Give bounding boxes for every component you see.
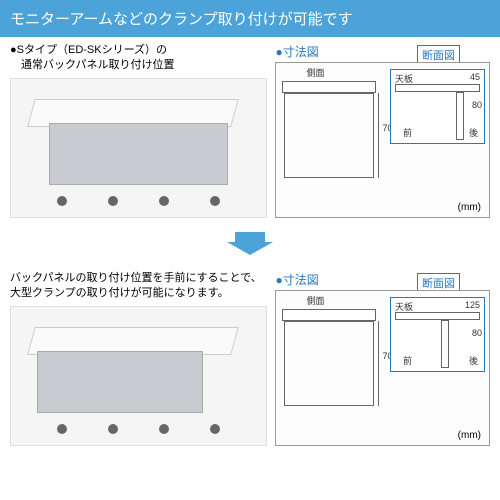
dimension-diagram-1: 側面 700 天板 45 80 前 後 (mm) <box>275 62 490 218</box>
dim-80-2: 80 <box>472 328 482 338</box>
unit-2: (mm) <box>458 430 481 441</box>
arrow-down-icon <box>0 224 500 265</box>
detail-2: 天板 125 80 前 後 <box>390 297 485 372</box>
unit-1: (mm) <box>458 202 481 213</box>
dim-125: 125 <box>465 300 480 310</box>
detail-1: 天板 45 80 前 後 <box>390 69 485 144</box>
desk-illustration-1 <box>10 78 267 218</box>
label-top-1: 天板 <box>395 72 413 85</box>
dim-80-1: 80 <box>472 100 482 110</box>
section-2: バックパネルの取り付け位置を手前にすることで、大型クランプの取り付けが可能になり… <box>0 265 500 452</box>
section-1: ●Sタイプ（ED-SKシリーズ）の 通常バックパネル取り付け位置 ●寸法図 断面… <box>0 37 500 224</box>
label-side: 側面 <box>306 66 324 79</box>
label-side-2: 側面 <box>306 294 324 307</box>
caption-1: ●Sタイプ（ED-SKシリーズ）の 通常バックパネル取り付け位置 <box>10 43 267 74</box>
label-front-2: 前 <box>403 354 412 367</box>
label-top-2: 天板 <box>395 300 413 313</box>
label-back-2: 後 <box>469 354 478 367</box>
dim-45: 45 <box>470 72 480 82</box>
label-front-1: 前 <box>403 126 412 139</box>
dimension-diagram-2: 側面 700 天板 125 80 前 後 (mm) <box>275 290 490 446</box>
desk-illustration-2 <box>10 306 267 446</box>
label-back-1: 後 <box>469 126 478 139</box>
caption-2: バックパネルの取り付け位置を手前にすることで、大型クランプの取り付けが可能になり… <box>10 271 267 302</box>
header-banner: モニターアームなどのクランプ取り付けが可能です <box>0 0 500 37</box>
